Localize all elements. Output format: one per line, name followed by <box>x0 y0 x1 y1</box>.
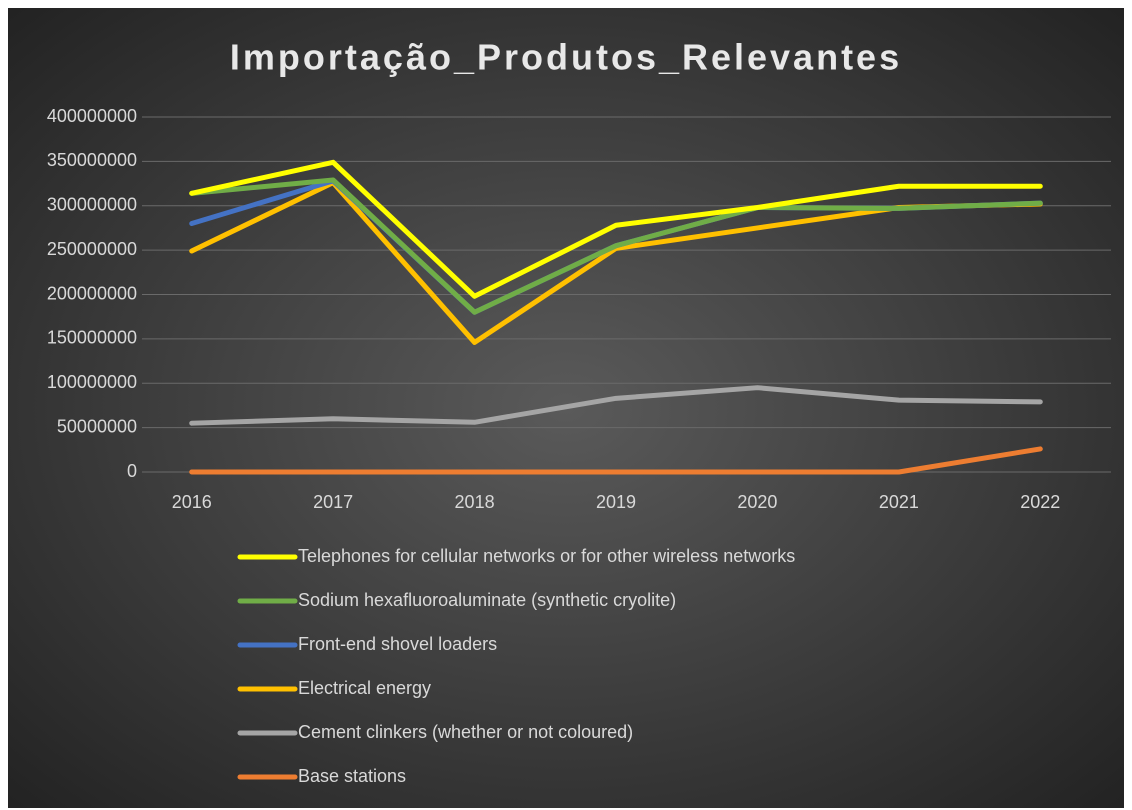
legend-label: Base stations <box>298 766 406 786</box>
x-tick-label: 2020 <box>737 492 777 512</box>
y-tick-label: 300000000 <box>47 195 137 215</box>
x-tick-label: 2021 <box>879 492 919 512</box>
y-tick-label: 400000000 <box>47 106 137 126</box>
series-line <box>189 446 1043 475</box>
series-line <box>189 177 1043 315</box>
x-tick-label: 2019 <box>596 492 636 512</box>
y-tick-label: 150000000 <box>47 328 137 348</box>
series-line <box>189 385 1043 426</box>
chart-title: Importação_Produtos_Relevantes <box>230 37 902 78</box>
y-tick-label: 100000000 <box>47 372 137 392</box>
x-tick-label: 2022 <box>1020 492 1060 512</box>
y-tick-label: 200000000 <box>47 283 137 303</box>
legend-label: Electrical energy <box>298 678 431 698</box>
y-tick-label: 0 <box>127 461 137 481</box>
x-tick-label: 2017 <box>313 492 353 512</box>
legend-label: Sodium hexafluoroaluminate (synthetic cr… <box>298 590 676 610</box>
legend-label: Front-end shovel loaders <box>298 634 497 654</box>
y-tick-label: 250000000 <box>47 239 137 259</box>
series-line <box>189 159 1043 299</box>
x-tick-label: 2016 <box>172 492 212 512</box>
legend-label: Cement clinkers (whether or not coloured… <box>298 722 633 742</box>
x-tick-label: 2018 <box>455 492 495 512</box>
y-tick-label: 350000000 <box>47 150 137 170</box>
legend-label: Telephones for cellular networks or for … <box>298 546 795 566</box>
y-tick-label: 50000000 <box>57 416 137 436</box>
